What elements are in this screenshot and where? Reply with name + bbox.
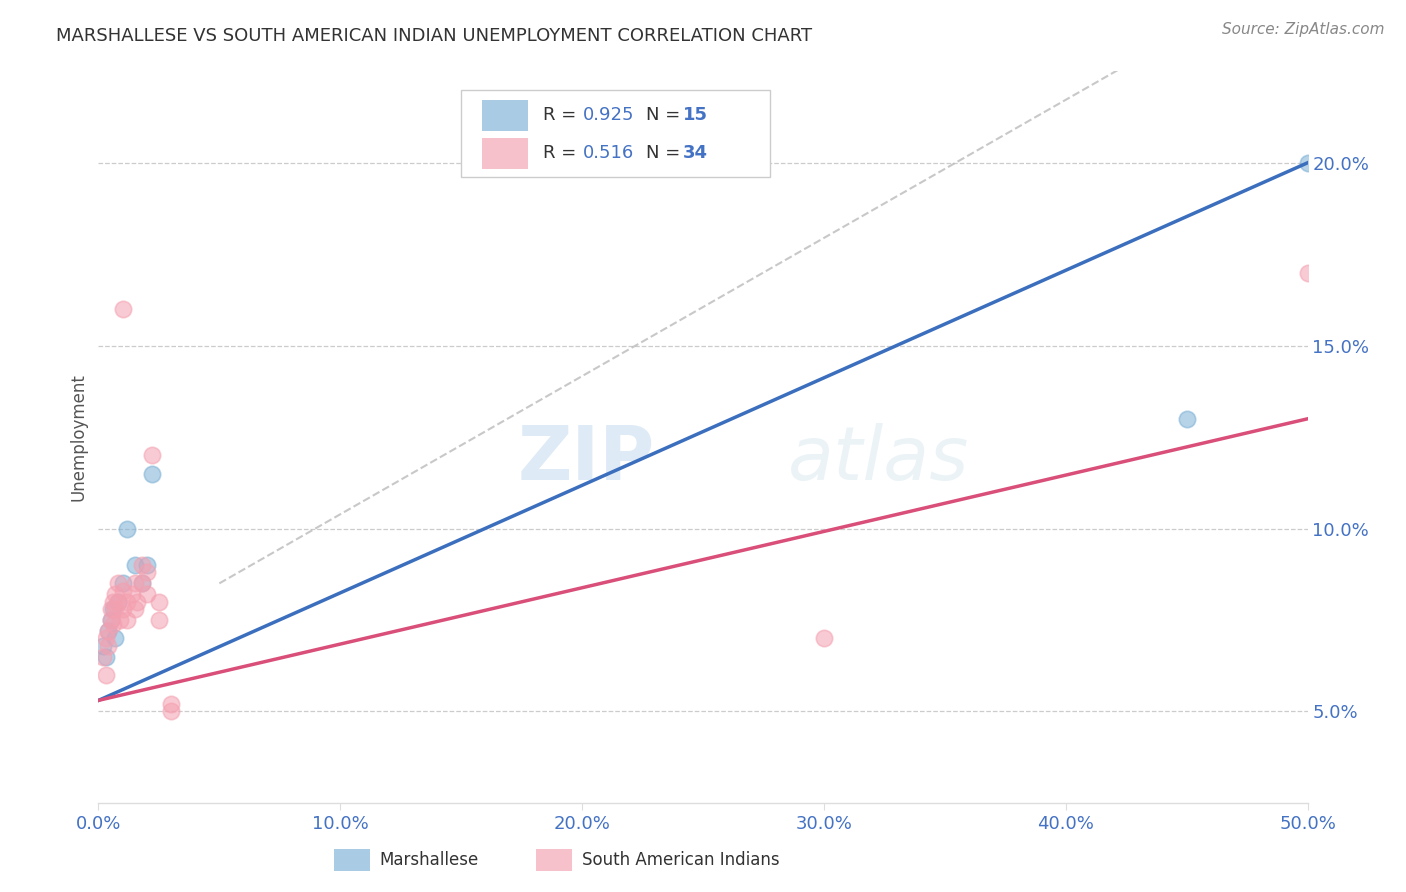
Point: [104, 587, 127, 601]
Point: [1175, 412, 1198, 426]
FancyBboxPatch shape: [536, 849, 572, 871]
FancyBboxPatch shape: [482, 138, 527, 169]
Point: [101, 594, 124, 608]
Point: [131, 558, 153, 573]
Point: [91, 649, 114, 664]
Point: [117, 613, 139, 627]
FancyBboxPatch shape: [482, 100, 527, 130]
Point: [1296, 155, 1319, 169]
Point: [100, 613, 122, 627]
Text: South American Indians: South American Indians: [582, 851, 780, 869]
Text: R =: R =: [543, 145, 582, 162]
FancyBboxPatch shape: [461, 90, 769, 178]
Text: 15: 15: [682, 106, 707, 124]
Point: [135, 587, 157, 601]
Point: [117, 521, 139, 535]
Point: [101, 602, 124, 616]
Point: [124, 576, 146, 591]
Point: [141, 467, 163, 481]
Point: [111, 602, 134, 616]
Point: [97, 624, 120, 638]
Point: [131, 576, 153, 591]
Point: [101, 616, 124, 631]
Point: [135, 566, 157, 580]
Point: [91, 639, 114, 653]
Point: [104, 602, 127, 616]
Point: [108, 613, 131, 627]
Point: [124, 602, 146, 616]
Text: 0.925: 0.925: [583, 106, 634, 124]
Text: ZIP: ZIP: [517, 423, 655, 496]
Text: R =: R =: [543, 106, 582, 124]
Text: N =: N =: [647, 106, 686, 124]
Point: [148, 613, 170, 627]
Point: [107, 594, 129, 608]
Point: [107, 594, 129, 608]
Point: [111, 583, 134, 598]
Point: [97, 624, 120, 638]
Point: [111, 301, 134, 317]
Point: [148, 594, 170, 608]
Point: [1296, 266, 1319, 280]
Text: atlas: atlas: [787, 423, 969, 495]
Point: [111, 576, 134, 591]
Point: [100, 613, 122, 627]
Point: [104, 632, 127, 646]
Point: [117, 594, 139, 608]
Point: [131, 576, 153, 591]
Point: [813, 632, 835, 646]
Y-axis label: Unemployment: Unemployment: [69, 373, 87, 501]
Point: [100, 602, 122, 616]
Text: N =: N =: [647, 145, 686, 162]
FancyBboxPatch shape: [335, 849, 371, 871]
Point: [97, 639, 120, 653]
Text: Marshallese: Marshallese: [380, 851, 478, 869]
Text: Source: ZipAtlas.com: Source: ZipAtlas.com: [1222, 22, 1385, 37]
Point: [94, 632, 117, 646]
Point: [124, 558, 146, 573]
Text: MARSHALLESE VS SOUTH AMERICAN INDIAN UNEMPLOYMENT CORRELATION CHART: MARSHALLESE VS SOUTH AMERICAN INDIAN UNE…: [56, 27, 813, 45]
Point: [121, 587, 143, 601]
Point: [94, 649, 117, 664]
Point: [107, 576, 129, 591]
Point: [127, 594, 149, 608]
Text: 34: 34: [682, 145, 707, 162]
Point: [141, 448, 163, 462]
Point: [160, 697, 183, 711]
Point: [160, 705, 183, 719]
Text: 0.516: 0.516: [583, 145, 634, 162]
Point: [94, 667, 117, 681]
Point: [135, 558, 157, 573]
